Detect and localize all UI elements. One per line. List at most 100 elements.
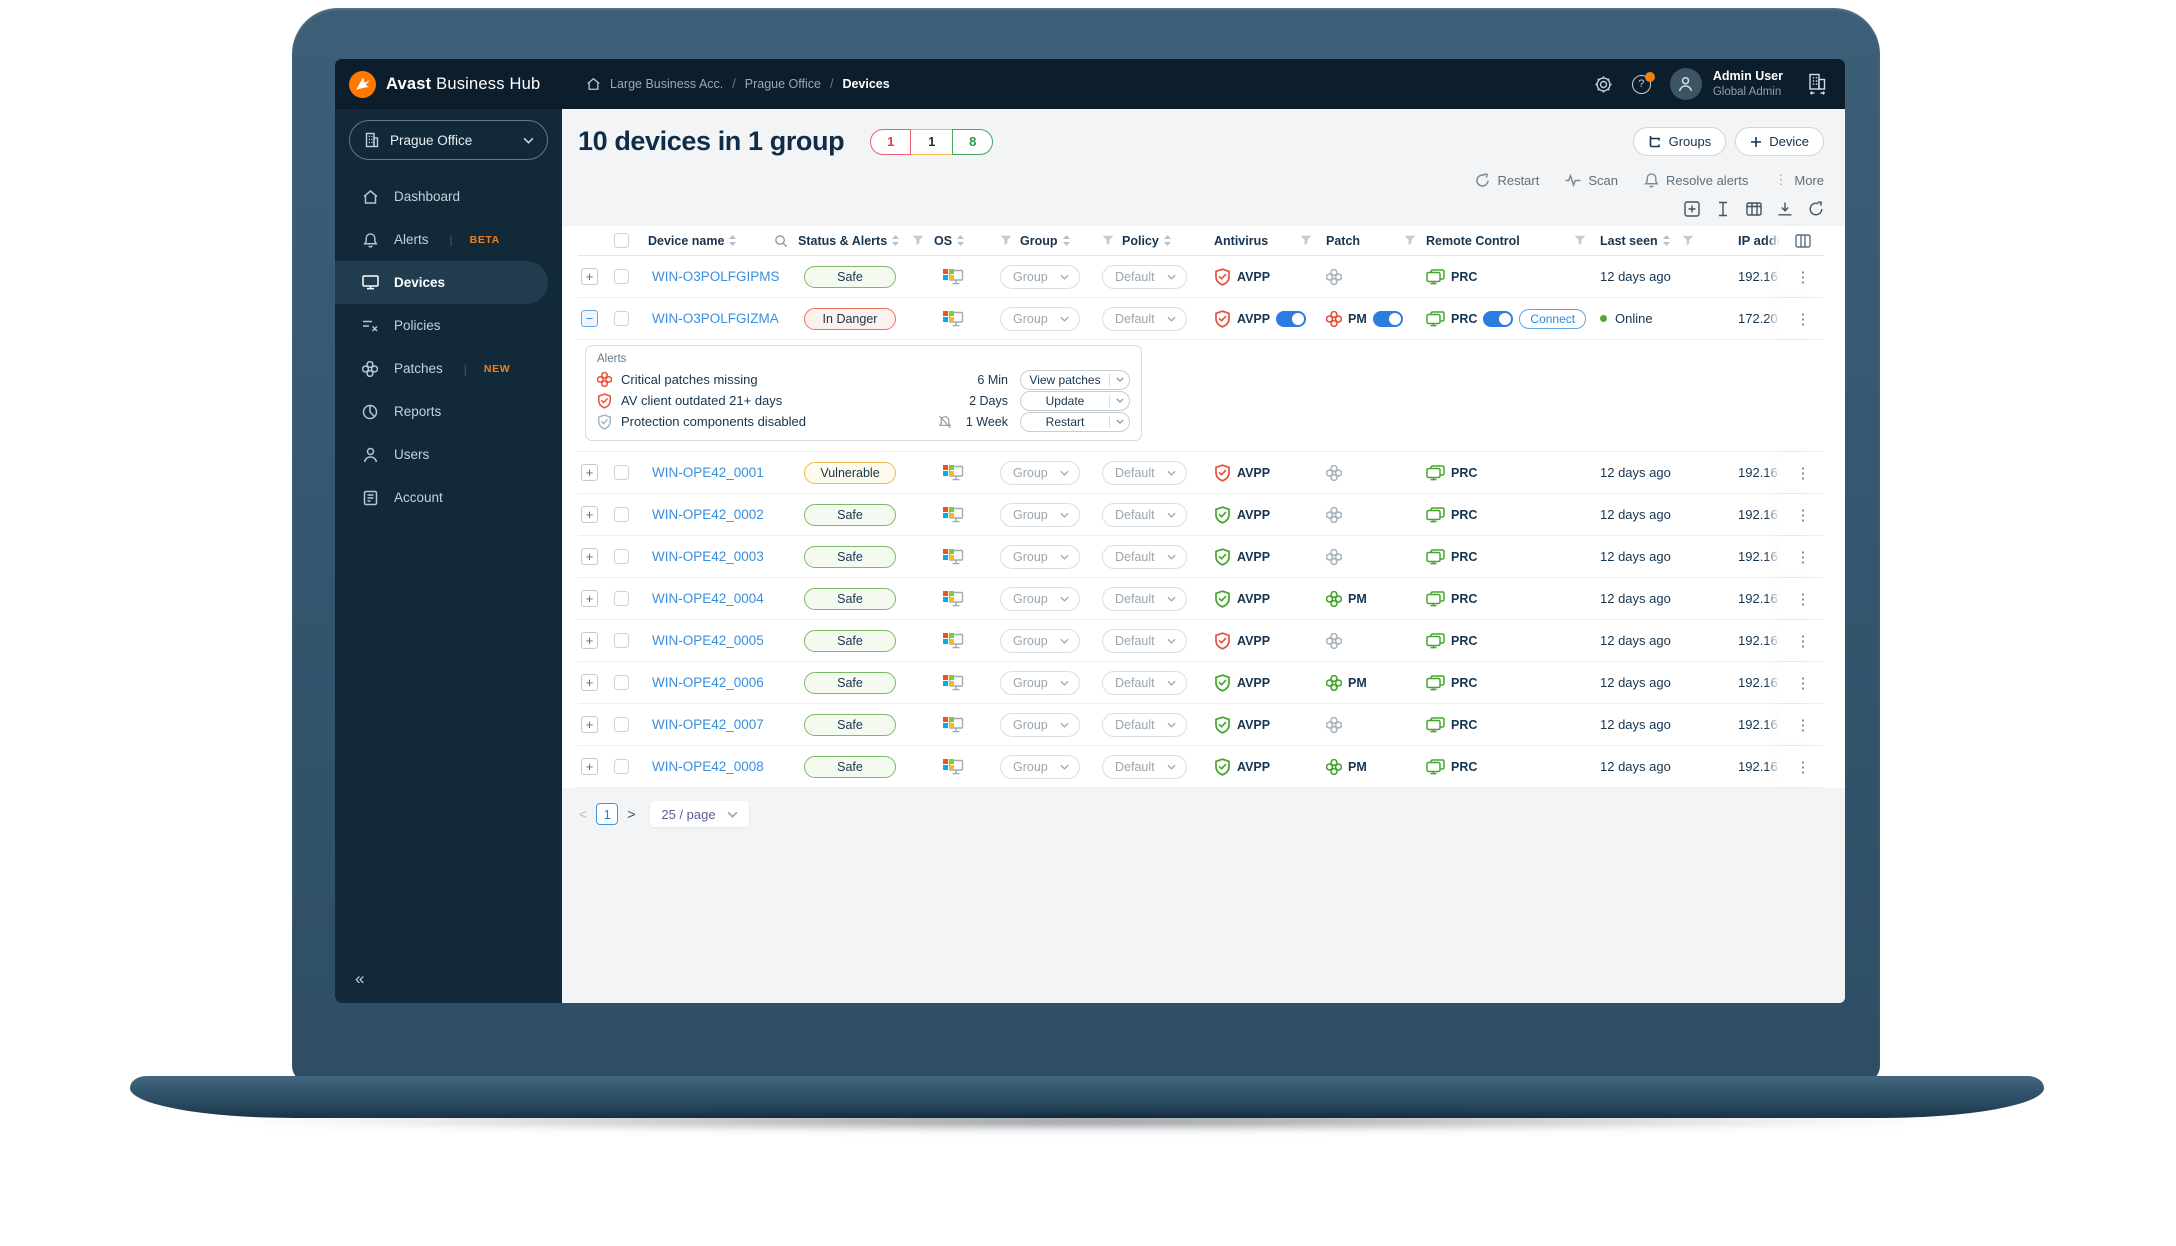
policy-dropdown[interactable]: Default — [1102, 502, 1187, 527]
col-device-name[interactable]: Device name — [648, 233, 725, 248]
col-status[interactable]: Status & Alerts — [798, 233, 888, 248]
col-patch[interactable]: Patch — [1326, 233, 1361, 248]
resolve-alerts-action[interactable]: Resolve alerts — [1644, 172, 1748, 188]
alert-action-button[interactable]: Update — [1020, 390, 1130, 411]
group-dropdown[interactable]: Group — [1000, 264, 1080, 289]
row-expander[interactable]: + — [581, 632, 598, 649]
filter-icon[interactable] — [1000, 235, 1012, 246]
danger-count-badge[interactable]: 1 — [870, 128, 912, 155]
row-menu-kebab-icon[interactable]: ⋮ — [1795, 310, 1811, 328]
warning-count-badge[interactable]: 1 — [911, 128, 953, 155]
row-checkbox[interactable] — [614, 675, 629, 690]
more-action[interactable]: ⋮ More — [1774, 172, 1824, 188]
row-checkbox[interactable] — [614, 311, 629, 326]
device-name-link[interactable]: WIN-OPE42_0004 — [652, 591, 764, 606]
group-dropdown[interactable]: Group — [1000, 544, 1080, 569]
filter-icon[interactable] — [912, 235, 924, 246]
policy-dropdown[interactable]: Default — [1102, 628, 1187, 653]
policy-dropdown[interactable]: Default — [1102, 712, 1187, 737]
row-checkbox[interactable] — [614, 269, 629, 284]
current-page[interactable]: 1 — [596, 803, 619, 825]
row-checkbox[interactable] — [614, 759, 629, 774]
groups-button[interactable]: Groups — [1632, 127, 1727, 156]
sidebar-item-alerts[interactable]: Alerts | BETA — [335, 218, 562, 261]
group-dropdown[interactable]: Group — [1000, 306, 1080, 331]
page-size-select[interactable]: 25 / page — [650, 801, 749, 827]
device-name-link[interactable]: WIN-OPE42_0001 — [652, 465, 764, 480]
policy-dropdown[interactable]: Default — [1102, 264, 1187, 289]
safe-count-badge[interactable]: 8 — [952, 128, 994, 155]
group-dropdown[interactable]: Group — [1000, 502, 1080, 527]
col-last-seen[interactable]: Last seen — [1600, 233, 1658, 248]
col-os[interactable]: OS — [934, 233, 953, 248]
row-expander[interactable]: + — [581, 548, 598, 565]
help-icon[interactable]: ? — [1631, 71, 1655, 94]
row-menu-kebab-icon[interactable]: ⋮ — [1795, 506, 1811, 524]
row-menu-kebab-icon[interactable]: ⋮ — [1795, 590, 1811, 608]
settings-gear-icon[interactable] — [1594, 75, 1613, 94]
patch-toggle[interactable] — [1372, 310, 1403, 327]
filter-icon[interactable] — [1574, 235, 1586, 246]
group-dropdown[interactable]: Group — [1000, 586, 1080, 611]
col-antivirus[interactable]: Antivirus — [1214, 233, 1269, 248]
org-selector[interactable]: Prague Office — [349, 120, 548, 160]
sidebar-collapse-button[interactable]: « — [355, 969, 365, 988]
group-dropdown[interactable]: Group — [1000, 712, 1080, 737]
device-name-link[interactable]: WIN-OPE42_0005 — [652, 633, 764, 648]
column-width-icon[interactable] — [1715, 201, 1731, 217]
sidebar-item-policies[interactable]: Policies — [335, 304, 562, 347]
antivirus-toggle[interactable] — [1276, 310, 1307, 327]
row-menu-kebab-icon[interactable]: ⋮ — [1795, 464, 1811, 482]
row-expander[interactable]: + — [581, 506, 598, 523]
group-dropdown[interactable]: Group — [1000, 670, 1080, 695]
group-dropdown[interactable]: Group — [1000, 628, 1080, 653]
sidebar-item-reports[interactable]: Reports — [335, 390, 562, 433]
row-expander[interactable]: + — [581, 268, 598, 285]
row-expander[interactable]: + — [581, 590, 598, 607]
policy-dropdown[interactable]: Default — [1102, 754, 1187, 779]
row-menu-kebab-icon[interactable]: ⋮ — [1795, 268, 1811, 286]
row-checkbox[interactable] — [614, 717, 629, 732]
sidebar-item-devices[interactable]: Devices — [335, 261, 548, 304]
row-expander[interactable]: + — [581, 758, 598, 775]
col-group[interactable]: Group — [1020, 233, 1058, 248]
sort-icon[interactable] — [728, 234, 737, 247]
sort-icon[interactable] — [1062, 234, 1071, 247]
export-download-icon[interactable] — [1777, 201, 1793, 217]
search-icon[interactable] — [774, 234, 788, 248]
row-menu-kebab-icon[interactable]: ⋮ — [1795, 674, 1811, 692]
expand-all-icon[interactable] — [1684, 201, 1700, 217]
row-menu-kebab-icon[interactable]: ⋮ — [1795, 716, 1811, 734]
filter-icon[interactable] — [1102, 235, 1114, 246]
alert-action-button[interactable]: View patches — [1020, 369, 1130, 390]
sort-icon[interactable] — [1163, 234, 1172, 247]
select-all-checkbox[interactable] — [614, 233, 629, 248]
sidebar-item-account[interactable]: Account — [335, 476, 562, 519]
group-dropdown[interactable]: Group — [1000, 754, 1080, 779]
remote-control-toggle[interactable] — [1483, 310, 1514, 327]
sort-icon[interactable] — [956, 234, 965, 247]
home-icon[interactable] — [586, 77, 601, 91]
sort-icon[interactable] — [891, 234, 900, 247]
user-info[interactable]: Admin User Global Admin — [1713, 69, 1783, 99]
device-name-link[interactable]: WIN-OPE42_0008 — [652, 759, 764, 774]
row-menu-kebab-icon[interactable]: ⋮ — [1795, 632, 1811, 650]
row-menu-kebab-icon[interactable]: ⋮ — [1795, 758, 1811, 776]
filter-icon[interactable] — [1682, 235, 1694, 246]
device-name-link[interactable]: WIN-OPE42_0003 — [652, 549, 764, 564]
connect-button[interactable]: Connect — [1519, 308, 1587, 329]
alert-action-button[interactable]: Restart — [1020, 411, 1130, 432]
device-name-link[interactable]: WIN-OPE42_0002 — [652, 507, 764, 522]
refresh-icon[interactable] — [1808, 201, 1824, 217]
device-name-link[interactable]: WIN-O3POLFGIZMA — [652, 311, 779, 326]
policy-dropdown[interactable]: Default — [1102, 670, 1187, 695]
breadcrumb-item[interactable]: Prague Office — [744, 77, 821, 91]
group-dropdown[interactable]: Group — [1000, 460, 1080, 485]
device-name-link[interactable]: WIN-O3POLFGIPMS — [652, 269, 780, 284]
row-expander[interactable]: + — [581, 716, 598, 733]
sort-icon[interactable] — [1662, 234, 1671, 247]
row-checkbox[interactable] — [614, 633, 629, 648]
row-expander[interactable]: + — [581, 674, 598, 691]
prev-page-button[interactable]: < — [579, 806, 588, 822]
column-settings-icon[interactable] — [1782, 226, 1824, 255]
